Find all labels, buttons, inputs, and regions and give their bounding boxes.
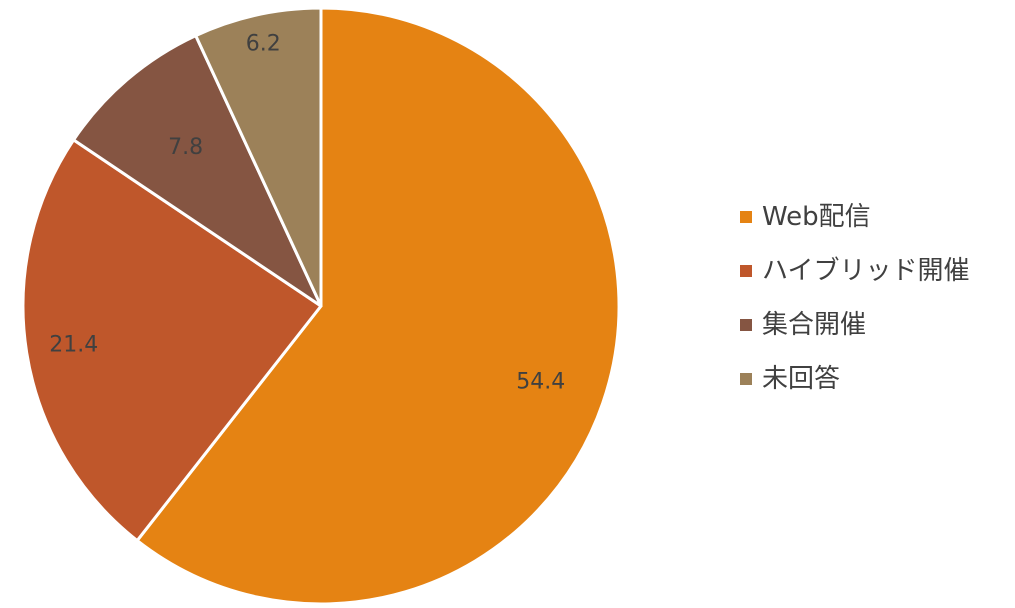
legend-swatch-hybrid	[740, 265, 752, 277]
legend-label-no-answer: 未回答	[762, 364, 841, 394]
data-label-in-person: 7.8	[168, 135, 203, 160]
chart-legend: Web配信 ハイブリッド開催 集合開催 未回答	[740, 190, 1010, 406]
data-label-hybrid: 21.4	[49, 333, 98, 358]
legend-item-in-person: 集合開催	[740, 298, 1010, 352]
data-label-no-answer: 6.2	[246, 32, 281, 57]
legend-label-web: Web配信	[762, 202, 871, 232]
pie-slice-in-person	[72, 34, 323, 308]
legend-swatch-no-answer	[740, 373, 752, 385]
legend-swatch-in-person	[740, 319, 752, 331]
pie-slice-no-answer	[194, 6, 323, 308]
legend-item-web: Web配信	[740, 190, 1010, 244]
legend-swatch-web	[740, 211, 752, 223]
pie-slice-hybrid	[21, 138, 323, 543]
legend-item-hybrid: ハイブリッド開催	[740, 244, 1010, 298]
legend-label-in-person: 集合開催	[762, 310, 867, 340]
legend-label-hybrid: ハイブリッド開催	[762, 256, 970, 286]
legend-item-no-answer: 未回答	[740, 352, 1010, 406]
data-label-web: 54.4	[516, 369, 565, 394]
pie-slice-web	[135, 6, 621, 606]
